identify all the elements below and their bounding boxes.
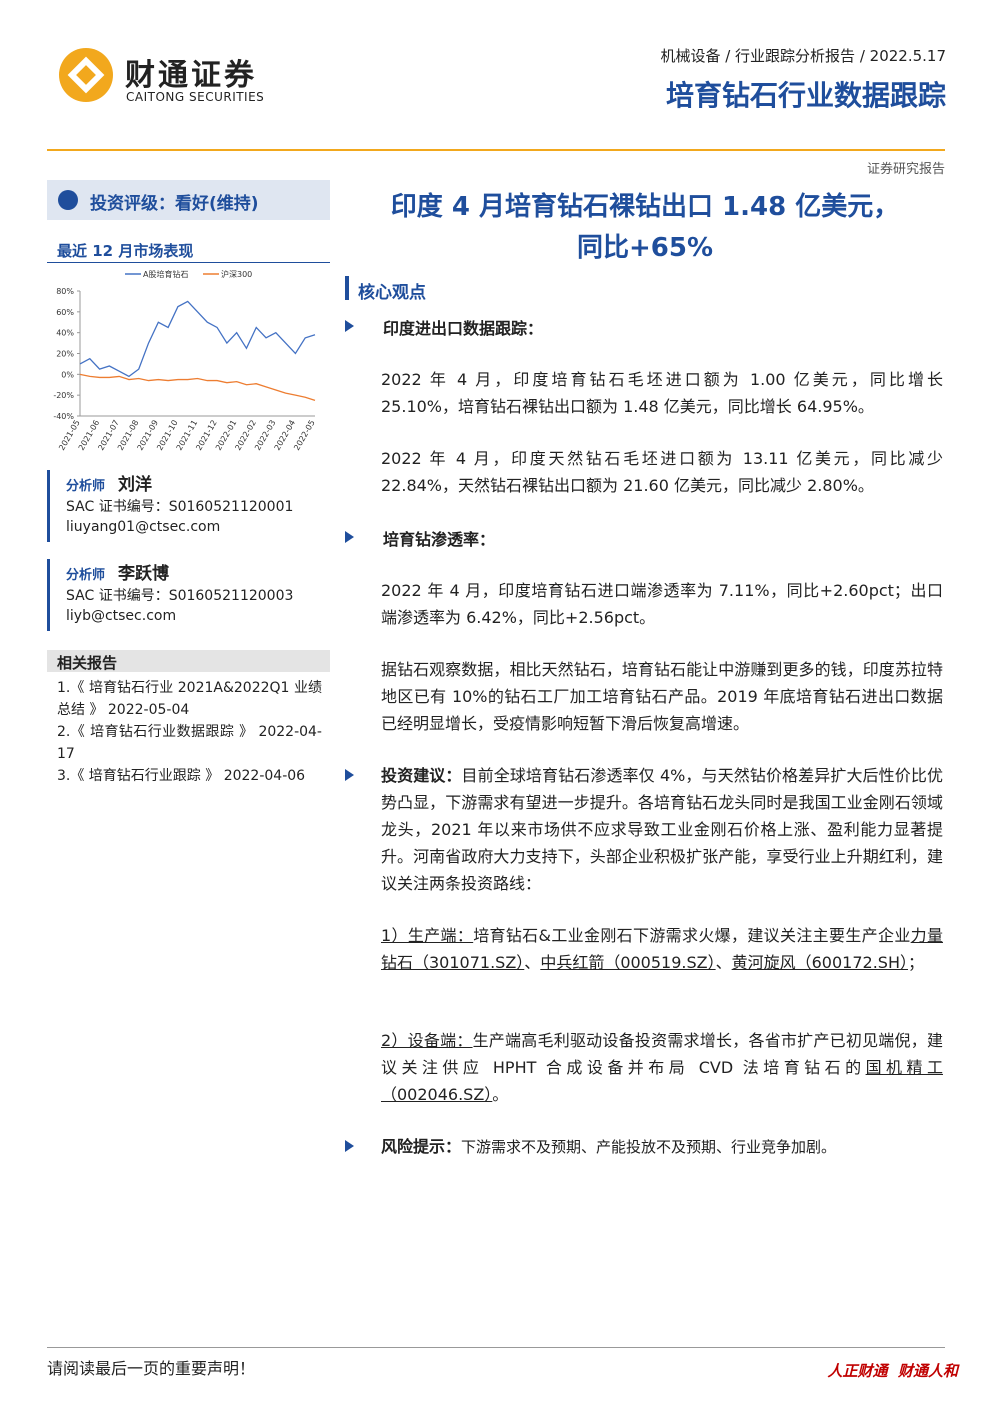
bullet-label: 风险提示： <box>381 1137 462 1156</box>
title-line: 印度 4 月培育钻石裸钻出口 1.48 亿美元， <box>390 192 900 222</box>
analyst-sac: SAC 证书编号：S0160521120003 <box>66 588 294 604</box>
text-part: 黄河旋风（600172.SH） <box>731 953 908 972</box>
logo-en: CAITONG SECURITIES <box>126 90 265 104</box>
analyst-role: 分析师 <box>66 479 106 494</box>
bullet-text: 目前全球培育钻石渗透率仅 4%，与天然钻价格差异扩大后性价比优势凸显，下游需求有… <box>381 766 943 893</box>
analyst-email: liyb@ctsec.com <box>66 608 177 624</box>
legend-label: A股培育钻石 <box>143 269 188 279</box>
footer-slogan: 人正财通 财通人和 <box>827 1362 958 1380</box>
related-item: 2.《 培育钻石行业数据跟踪 》 2022-04-17 <box>57 724 322 762</box>
report-type: 证券研究报告 <box>866 162 945 177</box>
logo-icon <box>59 48 113 102</box>
analyst-name: 李跃博 <box>118 564 169 584</box>
text-part: 培育钻石&工业金刚石下游需求火爆，建议关注主要生产企业 <box>473 926 911 945</box>
rating-icon <box>58 190 78 210</box>
y-tick-label: 0% <box>61 370 74 379</box>
related-title: 相关报告 <box>57 654 118 672</box>
analyst-email: liuyang01@ctsec.com <box>66 519 221 535</box>
y-tick-label: 60% <box>56 308 74 317</box>
market-title: 最近 12 月市场表现 <box>57 242 194 260</box>
footer-notice: 请阅读最后一页的重要声明！ <box>47 1359 256 1378</box>
analyst-name: 刘洋 <box>118 475 152 495</box>
legend-label: 沪深300 <box>221 269 252 279</box>
footer-rule <box>47 1347 945 1348</box>
paragraph: 2）设备端：生产端高毛利驱动设备投资需求增长，各省市扩产已初见端倪，建议关注供应… <box>381 1027 943 1108</box>
rating-box <box>47 180 330 220</box>
text-part: 、 <box>715 953 732 972</box>
section-bar <box>345 276 349 300</box>
paragraph: 2022 年 4 月，印度培育钻石毛坯进口额为 1.00 亿美元，同比增长 25… <box>381 370 943 416</box>
text-part: 2）设备端： <box>381 1031 473 1050</box>
text-part: 、 <box>524 953 541 972</box>
breadcrumb: 机械设备 / 行业跟踪分析报告 / 2022.5.17 <box>660 47 946 65</box>
y-tick-label: -20% <box>53 391 74 400</box>
text-part: 。 <box>492 1085 509 1104</box>
analyst-role: 分析师 <box>66 568 106 583</box>
text-part: ； <box>907 953 924 972</box>
section-title: 核心观点 <box>358 283 426 303</box>
series-line <box>79 373 316 401</box>
header-title: 培育钻石行业数据跟踪 <box>665 79 946 112</box>
bullet <box>345 531 354 543</box>
text-part: 国机精工（002046.SZ） <box>381 1058 943 1104</box>
bullet <box>345 1140 354 1152</box>
analyst-bar <box>47 470 50 542</box>
y-tick-label: 20% <box>56 350 74 359</box>
logo-cn: 财通证券 <box>125 58 257 93</box>
bullet-title: 培育钻渗透率： <box>383 530 496 549</box>
bullet <box>345 769 354 781</box>
text-part: 1）生产端： <box>381 926 474 945</box>
analyst-sac: SAC 证书编号：S0160521120001 <box>66 499 294 515</box>
related-box <box>47 650 330 672</box>
rule <box>47 262 330 263</box>
paragraph: 投资建议：目前全球培育钻石渗透率仅 4%，与天然钻价格差异扩大后性价比优势凸显，… <box>381 762 943 897</box>
rating: 投资评级：看好(维持) <box>90 194 259 214</box>
text-part: 中兵红箭（000519.SZ） <box>540 953 716 972</box>
y-tick-label: -40% <box>53 412 74 421</box>
title-line: 同比+65% <box>576 233 714 263</box>
y-tick-label: 80% <box>56 287 74 296</box>
bullet <box>345 320 354 332</box>
header-rule <box>47 149 945 151</box>
market-chart: -40%-20%0%20%40%60%80%2021-052021-062021… <box>53 269 316 452</box>
paragraph: 风险提示：下游需求不及预期、产能投放不及预期、行业竞争加剧。 <box>381 1133 943 1161</box>
related-list: 1.《 培育钻石行业 2021A&2022Q1 业绩总结 》 2022-05-0… <box>57 677 322 787</box>
related-item: 1.《 培育钻石行业 2021A&2022Q1 业绩总结 》 2022-05-0… <box>57 680 322 718</box>
paragraph: 据钻石观察数据，相比天然钻石，培育钻石能让中游赚到更多的钱，印度苏拉特地区已有 … <box>381 660 943 733</box>
paragraph: 2022 年 4 月，印度天然钻石毛坯进口额为 13.11 亿美元，同比减少 2… <box>381 449 943 495</box>
text-part: 力量钻石（301071.SZ） <box>381 926 943 972</box>
related-item: 3.《 培育钻石行业跟踪 》 2022-04-06 <box>57 768 306 784</box>
paragraph: 1）生产端：培育钻石&工业金刚石下游需求火爆，建议关注主要生产企业力量钻石（30… <box>381 922 943 976</box>
bullet-title: 印度进出口数据跟踪： <box>383 319 544 338</box>
paragraph: 2022 年 4 月，印度培育钻石进口端渗透率为 7.11%，同比+2.60pc… <box>381 581 943 627</box>
y-tick-label: 40% <box>56 329 74 338</box>
series-line <box>79 300 316 378</box>
bullet-text: 下游需求不及预期、产能投放不及预期、行业竞争加剧。 <box>461 1138 837 1156</box>
analyst-bar <box>47 559 50 631</box>
text-part: 生产端高毛利驱动设备投资需求增长，各省市扩产已初见端倪，建议关注供应 HPHT … <box>381 1031 943 1077</box>
bullet-label: 投资建议： <box>381 766 462 785</box>
main-title: 印度 4 月培育钻石裸钻出口 1.48 亿美元， 同比+65% <box>345 187 945 269</box>
